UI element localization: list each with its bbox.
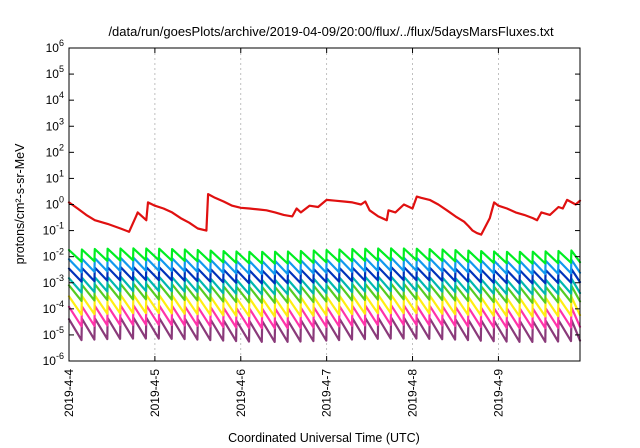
y-tick-label: 10-2 xyxy=(43,247,64,264)
series-group xyxy=(67,193,582,343)
y-tick-label: 10-4 xyxy=(43,299,64,316)
y-tick-label: 106 xyxy=(46,38,64,55)
y-tick-label: 10-3 xyxy=(43,273,64,290)
x-tick-label: 2019-4-4 xyxy=(62,369,76,417)
y-tick-label: 105 xyxy=(46,64,64,81)
y-tick-label: 102 xyxy=(46,142,64,159)
x-tick-label: 2019-4-8 xyxy=(406,369,420,417)
x-tick-label: 2019-4-6 xyxy=(234,369,248,417)
y-tick-label: 10-1 xyxy=(43,221,64,238)
y-tick-label: 101 xyxy=(46,168,64,185)
x-tick-label: 2019-4-5 xyxy=(148,369,162,417)
x-axis: 2019-4-4 2019-4-5 2019-4-6 2019-4-7 2019-4-8… xyxy=(62,48,505,417)
y-tick-label: 100 xyxy=(46,195,64,212)
y-axis-label: protons/cm²-s-sr-MeV xyxy=(13,143,27,265)
y-tick-label: 10-5 xyxy=(43,325,64,342)
x-tick-label: 2019-4-7 xyxy=(320,369,334,417)
series-line xyxy=(67,247,582,265)
y-axis: 10-6 10-5 10-4 10-3 10-2 10-1 100 101 102 103 104 1… xyxy=(43,38,580,368)
chart-title: /data/run/goesPlots/archive/2019-04-09/2… xyxy=(108,24,554,39)
x-tick-label: 2019-4-9 xyxy=(491,369,505,417)
y-tick-label: 10-6 xyxy=(43,351,64,368)
y-tick-label: 103 xyxy=(46,116,64,133)
y-tick-label: 104 xyxy=(46,90,64,107)
series-line xyxy=(67,193,582,236)
x-axis-label: Coordinated Universal Time (UTC) xyxy=(228,431,420,445)
